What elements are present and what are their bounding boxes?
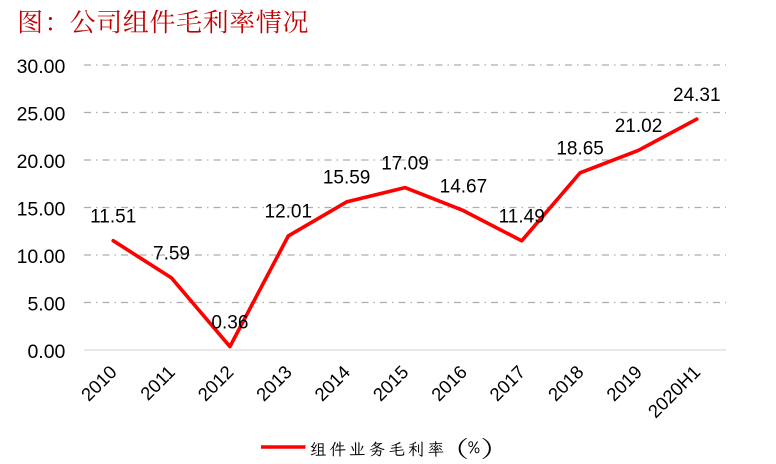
svg-text:11.49: 11.49: [499, 207, 545, 228]
svg-text:11.51: 11.51: [90, 207, 136, 228]
svg-text:15.00: 15.00: [17, 199, 66, 221]
svg-text:21.02: 21.02: [615, 116, 663, 137]
svg-text:15.59: 15.59: [323, 168, 371, 189]
svg-text:30.00: 30.00: [17, 56, 66, 78]
svg-text:0.36: 0.36: [211, 312, 248, 333]
svg-text:0.00: 0.00: [27, 341, 65, 363]
svg-text:10.00: 10.00: [17, 246, 66, 268]
svg-text:25.00: 25.00: [17, 104, 66, 126]
svg-text:7.59: 7.59: [153, 244, 190, 265]
svg-text:14.67: 14.67: [440, 176, 488, 197]
svg-text:20.00: 20.00: [17, 151, 66, 173]
svg-text:18.65: 18.65: [556, 139, 604, 160]
svg-text:24.31: 24.31: [673, 85, 721, 106]
svg-text:5.00: 5.00: [27, 294, 65, 316]
svg-text:17.09: 17.09: [381, 153, 429, 174]
svg-text:12.01: 12.01: [265, 202, 313, 223]
